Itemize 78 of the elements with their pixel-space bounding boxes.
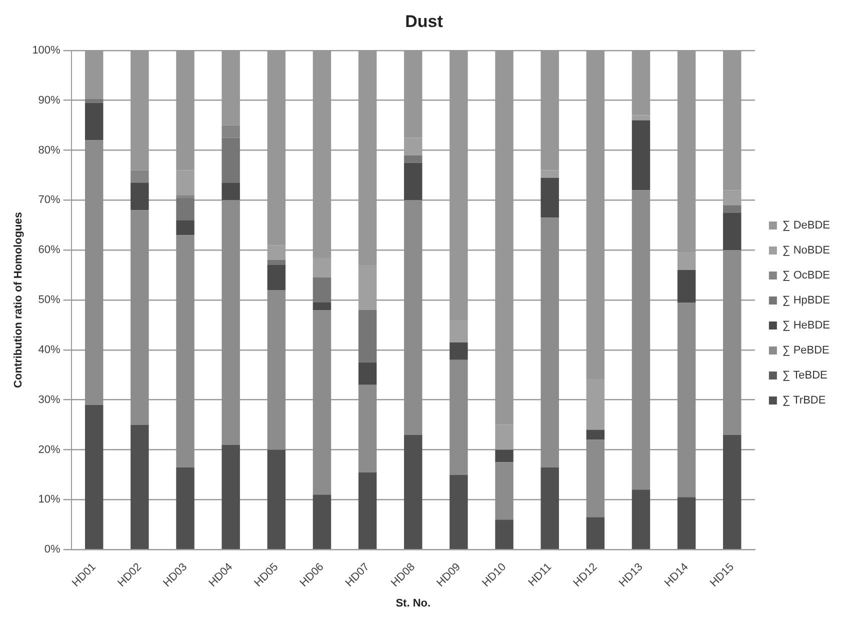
- bar: [404, 434, 422, 549]
- bar: [450, 342, 468, 360]
- bar: [495, 462, 514, 520]
- y-tick-label: 100%: [32, 44, 61, 56]
- bar: [677, 302, 696, 498]
- bar: [312, 494, 332, 549]
- legend-label: ∑ HpBDE: [782, 294, 830, 307]
- bar: [450, 474, 468, 549]
- y-tick-label: 60%: [38, 244, 61, 256]
- bar: [358, 384, 377, 472]
- y-tick-label: 30%: [38, 394, 61, 406]
- bar: [586, 440, 605, 518]
- bar: [222, 138, 240, 183]
- legend-label: ∑ DeBDE: [782, 220, 830, 232]
- bar: [130, 170, 149, 183]
- legend-label: ∑ TeBDE: [782, 370, 828, 382]
- bar: [267, 265, 286, 290]
- chart-title: Dust: [405, 12, 444, 31]
- bar: [404, 162, 422, 200]
- bar: [632, 120, 650, 190]
- legend-label: ∑ TrBDE: [782, 394, 826, 407]
- bar: [358, 310, 377, 362]
- legend-label: ∑ OcBDE: [782, 270, 830, 282]
- bar: [404, 200, 422, 435]
- bar: [540, 178, 559, 218]
- y-tick-label: 50%: [38, 294, 61, 306]
- bar: [540, 218, 559, 468]
- bar: [85, 404, 104, 549]
- legend-label: ∑ PeBDE: [782, 344, 830, 357]
- bar: [267, 260, 286, 266]
- bar: [632, 190, 650, 490]
- bar: [222, 200, 240, 445]
- y-tick-label: 10%: [38, 494, 61, 506]
- bar: [358, 362, 377, 385]
- bar: [677, 270, 696, 302]
- bar: [677, 497, 696, 549]
- bar: [495, 450, 514, 462]
- bar: [632, 490, 650, 549]
- bar: [85, 98, 104, 103]
- bar: [85, 140, 104, 405]
- y-tick-label: 90%: [38, 94, 61, 106]
- legend-label: ∑ NoBDE: [782, 244, 830, 257]
- bar: [176, 220, 194, 236]
- bar: [222, 444, 240, 549]
- bar: [130, 210, 149, 425]
- y-tick-label: 40%: [38, 344, 61, 356]
- y-tick-label: 70%: [38, 194, 61, 206]
- bar: [358, 472, 377, 549]
- y-axis-title: Contribution ratio of Homologues: [12, 212, 25, 388]
- bar: [267, 290, 286, 450]
- y-tick-label: 80%: [38, 144, 61, 156]
- bar: [404, 155, 422, 163]
- bar: [176, 467, 194, 549]
- bar: [267, 450, 286, 549]
- bar: [176, 235, 194, 468]
- bar: [450, 360, 468, 475]
- bar: [312, 278, 332, 302]
- bar: [130, 182, 149, 210]
- bar: [586, 430, 605, 440]
- bar: [723, 250, 742, 435]
- y-tick-label: 20%: [38, 444, 61, 456]
- x-axis-title: St. No.: [396, 597, 431, 610]
- bar: [723, 212, 742, 250]
- bar: [723, 434, 742, 549]
- bar: [312, 310, 332, 495]
- y-tick-label: 0%: [44, 544, 61, 556]
- bar: [222, 182, 240, 200]
- bar: [130, 424, 149, 549]
- legend-label: ∑ HeBDE: [782, 320, 830, 332]
- bar: [312, 302, 332, 310]
- bar: [723, 205, 742, 213]
- bar: [540, 467, 559, 549]
- bar: [586, 517, 605, 549]
- bar: [176, 195, 194, 198]
- bar: [85, 102, 104, 140]
- bar: [176, 198, 194, 220]
- bar: [222, 125, 240, 138]
- bar: [495, 520, 514, 549]
